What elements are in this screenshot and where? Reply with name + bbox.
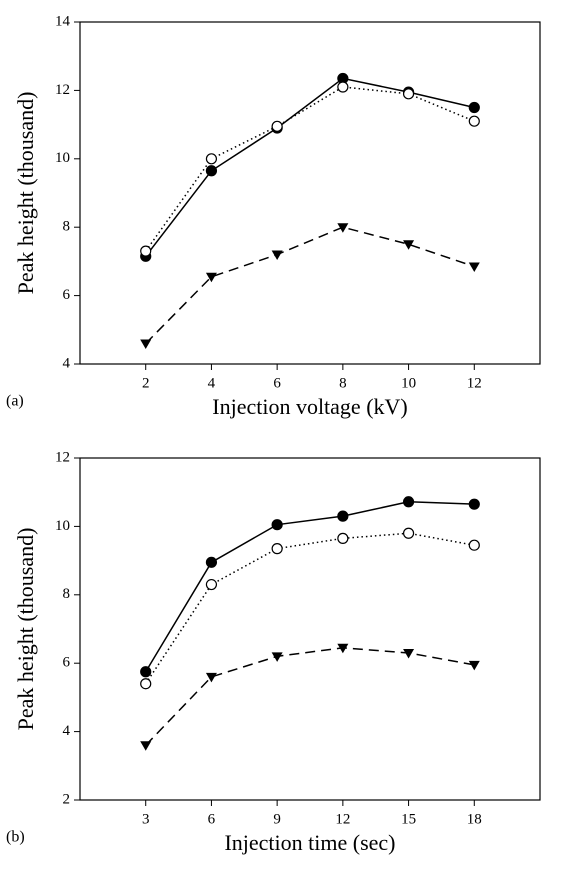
data-point [205,272,217,283]
data-point [205,153,218,165]
y-tick-label: 12 [55,82,70,98]
plot-frame [79,457,541,801]
x-tick-label: 6 [208,811,216,827]
x-tick-label: 15 [401,811,416,827]
panel-label: (a) [6,393,24,410]
data-point [402,88,415,100]
y-tick-label: 4 [63,723,71,739]
data-point [205,672,217,683]
data-point [271,250,283,261]
data-point [402,496,415,508]
x-tick-label: 3 [142,811,150,827]
data-point [403,648,415,659]
data-point [140,678,152,690]
series-line [145,86,475,252]
data-point [271,652,283,662]
data-point [468,498,480,510]
data-point [403,240,415,250]
data-point [205,556,218,568]
data-point [337,223,349,233]
data-point [337,510,349,522]
data-point [205,578,218,591]
series-line [145,532,475,685]
data-point [205,165,218,177]
series-line [145,501,475,673]
x-tick-label: 8 [339,375,347,391]
x-tick-label: 4 [208,375,216,391]
x-tick-label: 12 [467,375,482,391]
data-point [468,101,480,114]
data-point [271,519,283,531]
data-point [140,741,152,751]
y-tick-label: 8 [63,586,71,602]
y-axis-title: Peak height (thousand) [13,92,38,295]
panel-label: (b) [6,829,25,846]
y-tick-label: 6 [63,287,71,303]
y-tick-label: 12 [55,449,70,465]
data-point [337,643,349,654]
y-tick-label: 2 [63,791,71,807]
x-tick-label: 9 [273,811,281,827]
y-tick-label: 6 [63,655,71,671]
data-point [337,81,349,93]
data-point [468,262,480,273]
data-point [337,532,349,544]
data-point [402,527,415,539]
y-axis-title: Peak height (thousand) [13,528,38,731]
data-point [140,666,152,678]
data-point [468,539,480,551]
data-point [140,245,152,257]
x-tick-label: 10 [401,375,416,391]
x-tick-label: 18 [467,811,482,827]
data-point [140,339,152,349]
x-axis-title: Injection time (sec) [224,830,395,855]
y-tick-label: 10 [55,518,70,534]
plot-frame [79,21,541,365]
y-tick-label: 14 [55,13,71,29]
data-point [468,115,480,127]
series-line [145,77,475,257]
y-tick-label: 10 [55,150,70,166]
x-tick-label: 6 [273,375,281,391]
series-line [145,226,475,345]
x-axis-title: Injection voltage (kV) [212,394,408,419]
y-tick-label: 8 [63,219,71,235]
series-line [145,647,475,746]
data-point [271,543,283,555]
x-tick-label: 2 [142,375,150,391]
x-tick-label: 12 [335,811,350,827]
y-tick-label: 4 [63,355,71,371]
data-point [468,660,480,671]
data-point [271,120,283,132]
